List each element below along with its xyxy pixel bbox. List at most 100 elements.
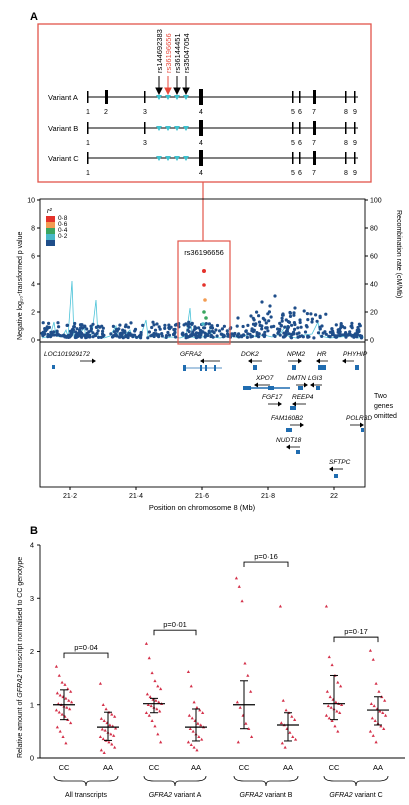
association-point	[318, 327, 322, 331]
genotype-label: CC	[239, 763, 250, 772]
b-y-tick-label: 0	[30, 754, 34, 763]
gene-label: HR	[317, 351, 327, 358]
x-axis: 21·2 21·4 21·6 21·8 22	[63, 487, 338, 500]
gene-label: POLR3D	[346, 415, 372, 422]
association-point	[153, 328, 158, 332]
association-point	[331, 329, 335, 333]
svg-text:8: 8	[344, 109, 348, 116]
y-right-label: Recombination rate (cM/Mb)	[395, 210, 402, 298]
variant-frame	[37, 23, 372, 183]
data-point	[109, 732, 113, 736]
data-point	[283, 745, 287, 749]
association-point	[185, 335, 190, 339]
association-point	[350, 334, 354, 338]
variant-b-snps	[156, 126, 189, 131]
association-point	[181, 331, 185, 335]
association-point	[257, 320, 262, 324]
data-point	[112, 734, 116, 737]
svg-text:5: 5	[291, 109, 295, 116]
data-point	[67, 698, 71, 702]
association-point	[292, 313, 296, 317]
association-point	[93, 333, 97, 337]
association-point	[56, 321, 60, 325]
association-point	[184, 322, 188, 326]
data-point	[102, 751, 106, 754]
association-point	[281, 312, 285, 316]
data-point	[234, 576, 238, 580]
association-point	[344, 335, 348, 339]
data-point	[103, 728, 107, 732]
svg-text:2: 2	[31, 310, 35, 317]
variant-a-snps	[156, 95, 189, 100]
association-point	[112, 330, 117, 334]
right-axis: 0 20 40 60 80 100	[365, 198, 382, 345]
association-point	[64, 335, 68, 339]
data-point	[374, 681, 378, 685]
data-point	[368, 729, 372, 733]
data-point	[324, 604, 328, 608]
data-point	[54, 664, 58, 668]
data-point	[330, 663, 334, 667]
association-point	[330, 327, 334, 331]
b-group: CC AA p=0·04 All transcripts	[53, 643, 119, 799]
association-point	[262, 334, 266, 339]
data-point	[54, 708, 58, 712]
b-groups: CC AA p=0·04 All transcripts CC AA p=0·01 GFRA2…	[53, 552, 389, 799]
svg-text:0: 0	[370, 338, 374, 345]
association-point	[287, 332, 291, 336]
svg-text:6: 6	[298, 170, 302, 177]
data-point	[69, 721, 73, 725]
association-point	[254, 322, 258, 326]
association-point	[118, 323, 122, 327]
association-point	[257, 314, 261, 318]
association-point	[49, 333, 54, 337]
association-point	[236, 316, 240, 320]
association-point	[126, 325, 131, 329]
association-point	[152, 331, 156, 336]
data-point	[60, 712, 64, 716]
association-point	[55, 333, 59, 337]
association-point	[163, 323, 167, 327]
data-point	[329, 705, 333, 709]
gene-label: LGI3	[308, 375, 322, 382]
data-point	[108, 723, 112, 727]
svg-text:5: 5	[291, 140, 295, 147]
association-point	[139, 332, 143, 336]
data-point	[189, 684, 193, 688]
svg-text:7: 7	[312, 170, 316, 177]
data-point	[333, 724, 337, 728]
association-point	[85, 327, 89, 331]
data-point	[246, 673, 250, 677]
group-label: GFRA2 variant C	[329, 792, 382, 799]
association-point	[356, 325, 360, 330]
association-point	[292, 311, 296, 315]
association-point	[309, 312, 313, 316]
association-point	[158, 327, 162, 331]
data-point	[249, 689, 253, 693]
association-point	[324, 312, 328, 316]
data-point	[243, 661, 247, 665]
data-point	[192, 700, 196, 704]
data-point	[148, 695, 152, 699]
association-point	[230, 332, 234, 336]
regional-plot: 0 2 4 6 8 10 0 20 40 60 80 100 Negative …	[17, 198, 402, 513]
svg-text:0·6: 0·6	[58, 221, 68, 228]
svg-text:21·2: 21·2	[63, 493, 77, 500]
association-point	[287, 320, 292, 324]
association-point	[255, 310, 259, 314]
data-point	[290, 714, 294, 718]
genotype-label: CC	[149, 763, 160, 772]
data-point	[186, 740, 190, 744]
association-point	[282, 335, 286, 339]
data-point	[326, 704, 330, 708]
association-point	[297, 331, 301, 335]
data-point	[371, 657, 375, 661]
association-point	[172, 332, 177, 336]
svg-text:1: 1	[86, 170, 90, 177]
association-point	[127, 331, 131, 335]
association-point	[113, 333, 117, 337]
association-point	[89, 324, 93, 328]
association-point	[65, 323, 70, 327]
data-point	[55, 691, 59, 695]
p-bracket	[153, 629, 197, 636]
